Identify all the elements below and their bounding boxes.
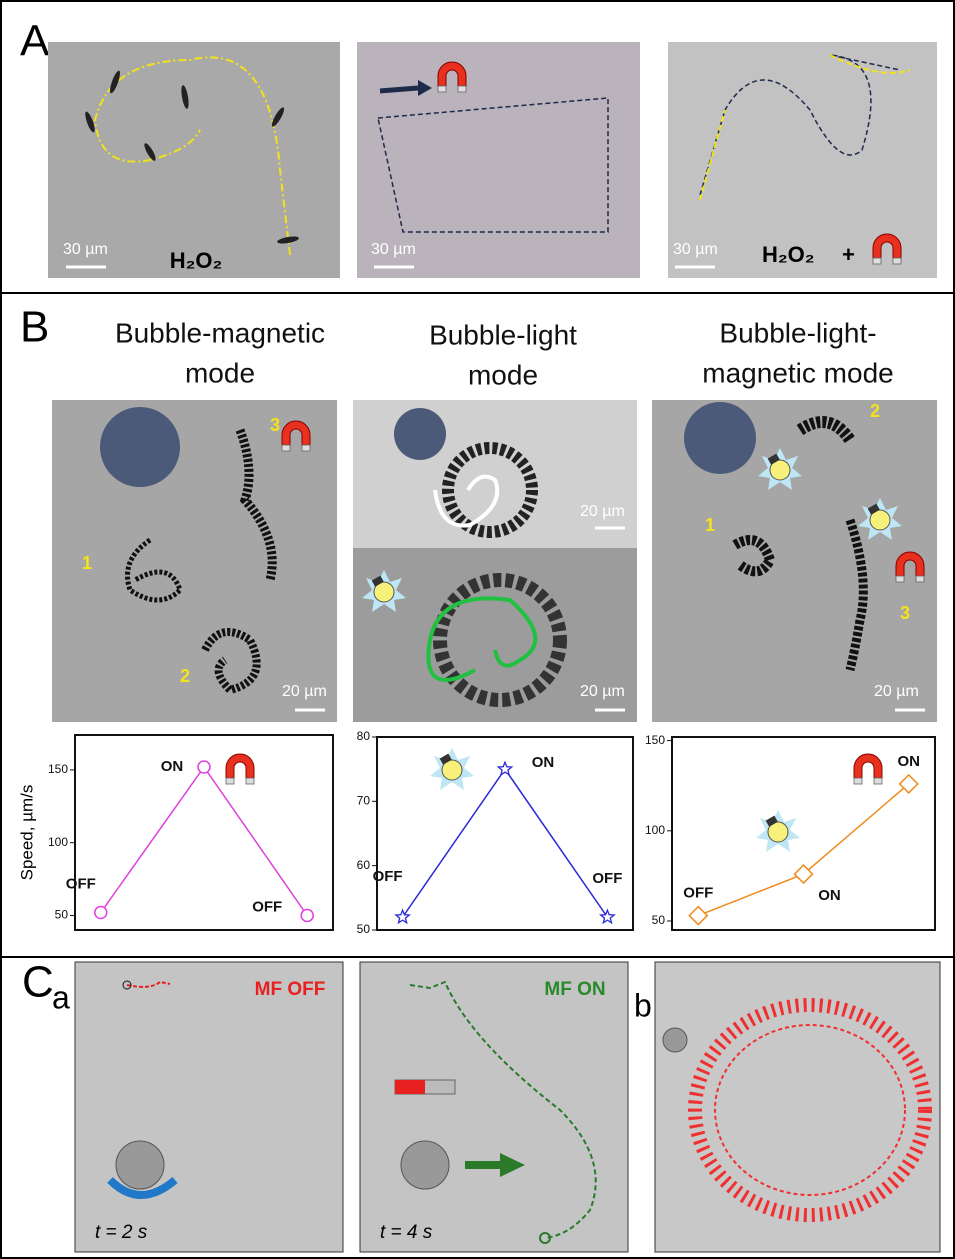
- icon: [226, 754, 254, 784]
- sub-label: b: [634, 987, 652, 1023]
- icon: [430, 748, 474, 790]
- scale-label: 30 µm: [371, 241, 416, 258]
- sub-label: a: [52, 979, 70, 1015]
- y-tick-label: 150: [645, 733, 665, 747]
- janus-sphere: [401, 1141, 449, 1189]
- point-label: ON: [818, 887, 841, 904]
- point-label: OFF: [592, 870, 622, 887]
- point-label: OFF: [373, 868, 403, 885]
- figure: A 30 µm H₂O₂ 30 µm 30 µm H₂O₂ + B Bubble…: [0, 0, 955, 1259]
- marker: [498, 762, 511, 775]
- series-line: [403, 769, 608, 917]
- y-axis-label: Speed, µm/s: [17, 785, 36, 881]
- micrograph: [52, 400, 337, 722]
- mode-title: Bubble-light-: [719, 317, 876, 348]
- trajectory-number: 1: [82, 553, 92, 573]
- y-tick-label: 150: [48, 762, 68, 776]
- scale-label: 20 µm: [580, 683, 625, 700]
- y-tick-label: 100: [645, 823, 665, 837]
- point-label: OFF: [66, 876, 96, 893]
- trajectory-number: 3: [900, 603, 910, 623]
- trajectory-number: 2: [180, 666, 190, 686]
- arrow: [380, 88, 418, 91]
- panel-label: B: [20, 303, 49, 352]
- time-label: t = 2 s: [95, 1222, 148, 1243]
- marker: [396, 910, 409, 923]
- scale-label: 30 µm: [63, 241, 108, 258]
- video-frame: [75, 962, 343, 1252]
- mode-title: magnetic mode: [702, 357, 893, 388]
- mode-title: mode: [468, 359, 538, 390]
- janus-sphere: [116, 1141, 164, 1189]
- panel-label: C: [22, 958, 54, 1007]
- y-tick-label: 50: [357, 922, 371, 936]
- field-status: MF ON: [544, 979, 605, 1000]
- y-tick-label: 100: [48, 835, 68, 849]
- marker: [301, 909, 313, 921]
- trajectory-number: 2: [870, 401, 880, 421]
- point-label: OFF: [683, 885, 713, 902]
- magnet-bar: [395, 1080, 425, 1094]
- janus-sphere: [100, 407, 180, 487]
- video-frame: [360, 962, 628, 1252]
- janus-sphere: [663, 1028, 687, 1052]
- plus: +: [842, 242, 855, 267]
- y-tick-label: 60: [357, 858, 371, 872]
- point-label: ON: [897, 753, 920, 770]
- scale-label: 30 µm: [673, 241, 718, 258]
- series-line: [698, 784, 908, 916]
- scale-label: 20 µm: [580, 503, 625, 520]
- y-tick-label: 50: [55, 908, 69, 922]
- icon: [756, 810, 800, 852]
- marker: [689, 907, 707, 925]
- janus-sphere: [394, 408, 446, 460]
- time-label: t = 4 s: [380, 1222, 433, 1243]
- marker: [601, 910, 614, 923]
- mode-title: Bubble-light: [429, 319, 577, 350]
- point-label: ON: [532, 754, 555, 771]
- y-tick-label: 70: [357, 794, 371, 808]
- y-tick-label: 80: [357, 729, 371, 743]
- caption: H₂O₂: [170, 248, 223, 273]
- field-status: MF OFF: [255, 979, 326, 1000]
- janus-sphere: [684, 402, 756, 474]
- point-label: ON: [161, 758, 184, 775]
- scale-label: 20 µm: [282, 683, 327, 700]
- point-label: OFF: [252, 898, 282, 915]
- marker: [198, 761, 210, 773]
- y-tick-label: 50: [652, 913, 666, 927]
- mode-title: mode: [185, 357, 255, 388]
- caption: H₂O₂: [762, 242, 815, 267]
- icon: [854, 754, 882, 784]
- series-line: [101, 767, 307, 915]
- trajectory-number: 1: [705, 515, 715, 535]
- mode-title: Bubble-magnetic: [115, 317, 325, 348]
- panel-label: A: [20, 17, 50, 66]
- scale-label: 20 µm: [874, 683, 919, 700]
- trajectory-number: 3: [270, 415, 280, 435]
- marker: [95, 907, 107, 919]
